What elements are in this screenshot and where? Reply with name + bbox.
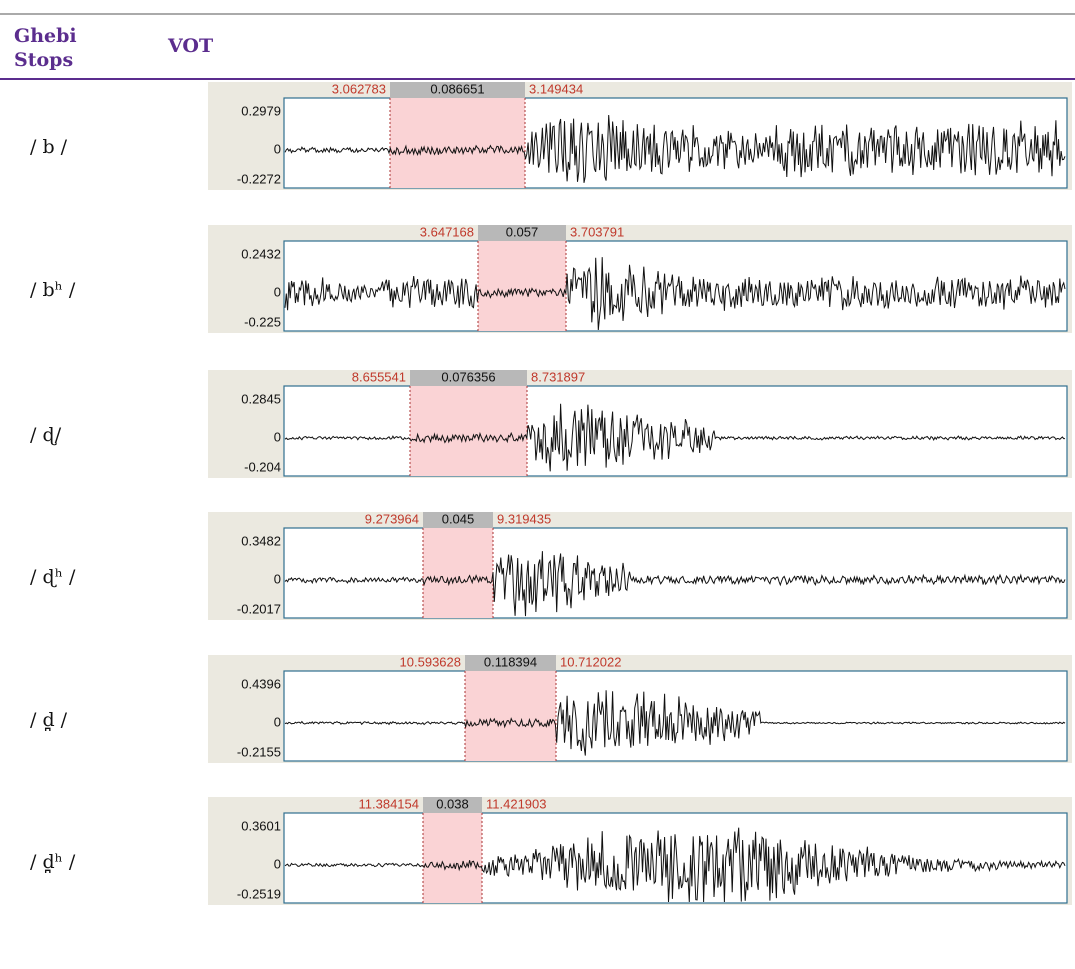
y-max: 0.2845 [241, 391, 281, 406]
start-time: 3.062783 [332, 81, 386, 96]
stop-label: / ɖ/ [30, 424, 62, 446]
end-time: 11.421903 [486, 796, 547, 811]
stop-label: / d̪ / [30, 709, 68, 731]
y-min: -0.2017 [237, 601, 281, 616]
duration-box [423, 512, 493, 528]
y-zero: 0 [274, 856, 281, 871]
stop-label: / b / [30, 136, 68, 158]
selection [410, 386, 527, 476]
duration-box [390, 82, 525, 98]
y-min: -0.2155 [237, 744, 281, 759]
end-time: 3.703791 [570, 224, 624, 239]
waveform [284, 690, 1066, 756]
header-word: Ghebi [14, 25, 77, 47]
selection [423, 813, 482, 903]
start-time: 10.593628 [400, 654, 461, 669]
y-min: -0.2519 [237, 886, 281, 901]
waveform [284, 257, 1066, 331]
plot-area [283, 240, 1068, 332]
header-word: Stops [14, 49, 73, 71]
waveform-panel: 3.062783 0.086651 3.149434 0.2979 0 -0.2272 / … [30, 81, 1072, 190]
duration-box [423, 797, 482, 813]
waveform-panel: 3.647168 0.057 3.703791 0.2432 0 -0.225 / bʰ / [30, 224, 1072, 333]
stop-label: / d̪ʰ / [30, 851, 76, 873]
duration: 0.057 [506, 224, 539, 239]
waveform-panel: 9.273964 0.045 9.319435 0.3482 0 -0.2017 / ɖʰ … [30, 511, 1072, 620]
plot-area [283, 527, 1068, 619]
duration-box [465, 655, 556, 671]
waveform [284, 551, 1066, 617]
y-zero: 0 [274, 571, 281, 586]
duration: 0.038 [436, 796, 469, 811]
waveform-panel: 10.593628 0.118394 10.712022 0.4396 0 -0.2155… [30, 654, 1072, 763]
selection [465, 671, 556, 761]
waveform [284, 827, 1066, 903]
stop-label: / ɖʰ / [30, 566, 76, 588]
waveform-panel: 11.384154 0.038 11.421903 0.3601 0 -0.2519 / d… [30, 796, 1072, 905]
y-zero: 0 [274, 429, 281, 444]
header-col1: Ghebi Stops [14, 25, 77, 71]
y-max: 0.4396 [241, 676, 281, 691]
duration-box [410, 370, 527, 386]
start-time: 3.647168 [420, 224, 474, 239]
duration: 0.076356 [441, 369, 495, 384]
y-max: 0.2432 [241, 246, 281, 261]
waveform-panel: 8.655541 0.076356 8.731897 0.2845 0 -0.204 / ɖ… [30, 369, 1072, 478]
y-min: -0.225 [244, 314, 281, 329]
selection [478, 241, 566, 331]
duration-box [478, 225, 566, 241]
duration: 0.045 [442, 511, 475, 526]
stop-label: / bʰ / [30, 279, 76, 301]
y-min: -0.2272 [237, 171, 281, 186]
start-time: 9.273964 [365, 511, 419, 526]
start-time: 8.655541 [352, 369, 406, 384]
waveform [284, 403, 1065, 472]
start-time: 11.384154 [359, 796, 420, 811]
y-max: 0.3601 [241, 818, 281, 833]
plot-area [283, 670, 1068, 762]
y-max: 0.2979 [241, 103, 281, 118]
header-col2: VOT [167, 35, 213, 57]
end-time: 9.319435 [497, 511, 551, 526]
y-min: -0.204 [244, 459, 281, 474]
y-zero: 0 [274, 714, 281, 729]
y-zero: 0 [274, 284, 281, 299]
waveform [284, 114, 1066, 183]
y-zero: 0 [274, 141, 281, 156]
y-max: 0.3482 [241, 533, 281, 548]
end-time: 8.731897 [531, 369, 585, 384]
duration: 0.086651 [430, 81, 484, 96]
plot-area [283, 812, 1068, 904]
selection [423, 528, 493, 618]
selection [390, 98, 525, 188]
duration: 0.118394 [484, 654, 537, 669]
end-time: 10.712022 [560, 654, 621, 669]
end-time: 3.149434 [529, 81, 583, 96]
